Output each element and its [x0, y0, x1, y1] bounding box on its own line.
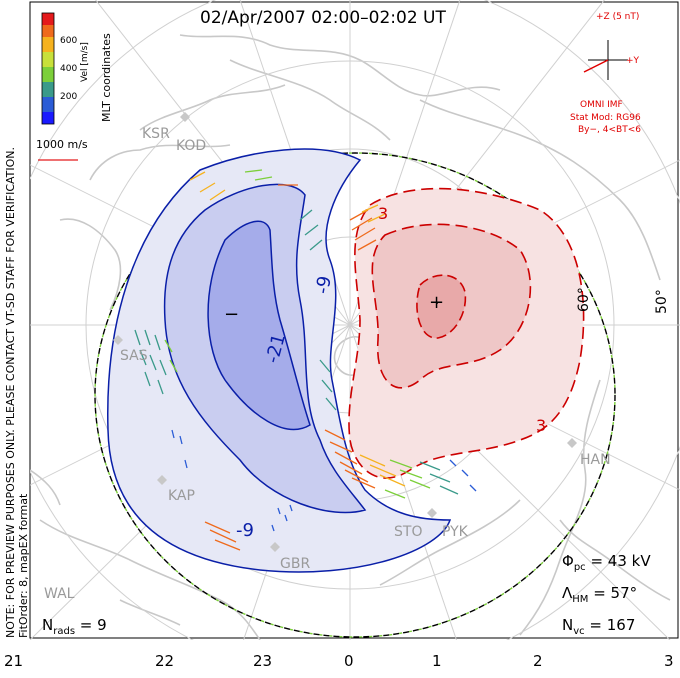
colorbar-tick-600: 600 [60, 36, 78, 46]
negative-cell-inner [207, 220, 311, 431]
phi-pc-value: 43 kV [607, 552, 651, 570]
lat-label-60: 60° [576, 287, 592, 312]
fit-order-note: FitOrder: 8, mapEX format [17, 493, 30, 638]
station-label-han: HAN [580, 452, 611, 468]
lat-label-50: 50° [654, 289, 670, 314]
velocity-colorbar [41, 12, 55, 125]
station-label-sas: SAS [120, 348, 148, 364]
imf-stat-mod: Stat Mod: RG96 [570, 113, 641, 123]
contour-label-neg9-a: -9 [312, 274, 336, 296]
mlt-label-3: 3 [664, 652, 674, 670]
station-label-pyk: PYK [442, 524, 468, 540]
mlt-label-22: 22 [155, 652, 175, 670]
lambda-hm-stat: ΛHM = 57° [562, 584, 638, 605]
colorbar-title: Vel [m/s] [80, 42, 90, 82]
max-potential-marker [436, 302, 438, 304]
contour-label-pos3-a: 3 [378, 204, 389, 223]
station-label-wal: WAL [44, 586, 75, 602]
n-vc-value: 167 [606, 616, 636, 634]
imf-condition: By−, 4<BT<6 [578, 125, 641, 135]
imf-y-label: +Y [626, 56, 640, 66]
station-label-kap: KAP [168, 488, 195, 504]
n-vc-stat: Nvc = 167 [562, 616, 636, 637]
hmb-boundary [94, 152, 616, 638]
station-markers [113, 112, 577, 552]
lambda-hm-value: 57° [610, 584, 638, 602]
station-label-ksr: KSR [142, 126, 170, 142]
preview-note: NOTE: FOR PREVIEW PURPOSES ONLY. PLEASE … [4, 146, 17, 638]
mlt-label-0: 0 [344, 652, 354, 670]
station-label-kod: KOD [176, 138, 207, 154]
positive-cell-inner [416, 274, 467, 339]
imf-omni: OMNI IMF [580, 100, 623, 110]
page-title: 02/Apr/2007 02:00–02:02 UT [200, 8, 446, 28]
imf-z-label: +Z (5 nT) [596, 12, 640, 22]
colorbar-tick-200: 200 [60, 92, 78, 102]
velocity-vectors [134, 169, 477, 551]
coastlines [30, 34, 671, 640]
mlt-label-1: 1 [432, 652, 442, 670]
station-label-sto: STO [394, 524, 423, 540]
phi-pc-stat: Φpc = 43 kV [562, 552, 651, 573]
n-rads-stat: Nrads = 9 [42, 616, 107, 637]
mlt-label-21: 21 [4, 652, 24, 670]
station-label-gbr: GBR [280, 556, 311, 572]
n-rads-value: 9 [97, 616, 107, 634]
contour-label-neg9-b: -9 [236, 520, 254, 541]
hmb-boundary-green [94, 152, 616, 638]
scale-label: 1000 m/s [36, 138, 88, 151]
coordinates-label: MLT coordinates [100, 33, 113, 122]
max-potential-sign: + [429, 292, 445, 313]
contour-label-pos3-b: 3 [536, 416, 547, 435]
mlt-label-23: 23 [253, 652, 273, 670]
colorbar-tick-400: 400 [60, 64, 78, 74]
mlt-label-2: 2 [533, 652, 543, 670]
min-potential-sign: − [224, 304, 240, 325]
imf-clock [583, 40, 628, 80]
